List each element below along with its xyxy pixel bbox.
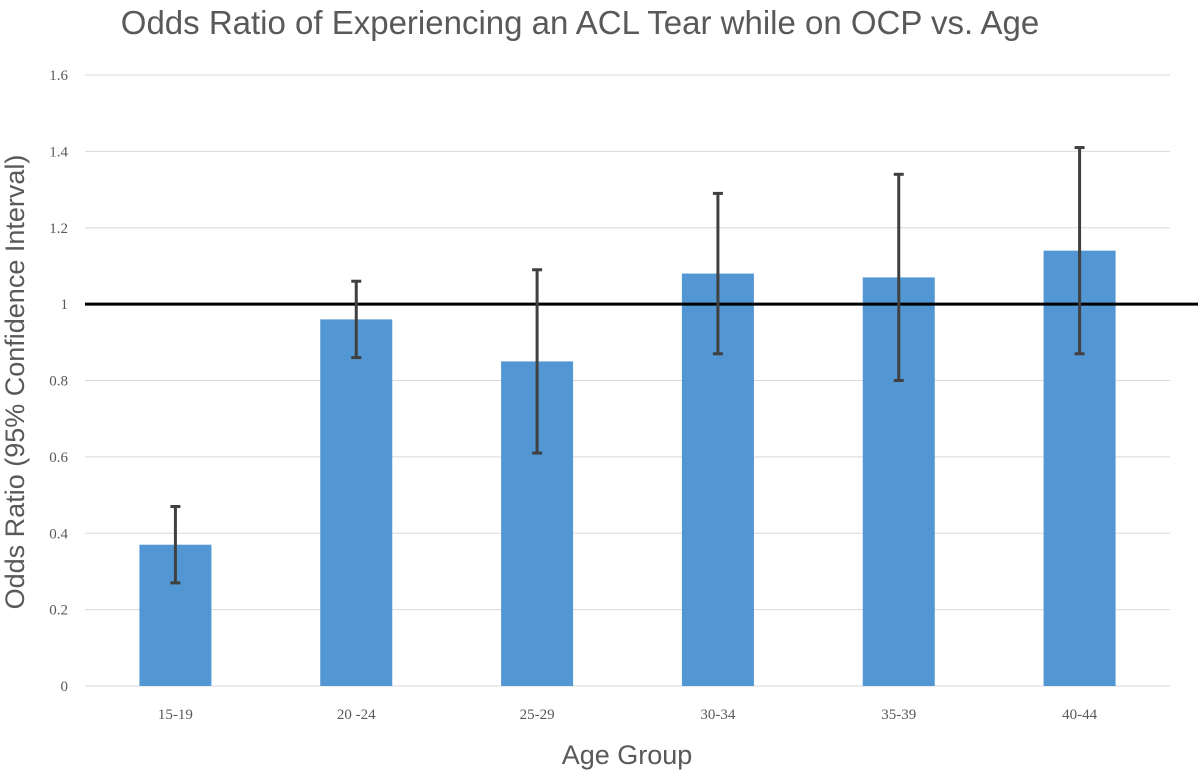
x-tick-label: 15-19 bbox=[158, 707, 193, 723]
x-axis-ticks: 15-19 20 -24 25-29 30-34 35-39 40-44 bbox=[158, 707, 1098, 723]
error-bar bbox=[170, 505, 181, 585]
y-tick-label: 0.4 bbox=[49, 526, 68, 542]
x-tick-label: 25-29 bbox=[520, 707, 555, 723]
error-bar bbox=[351, 279, 362, 360]
y-tick-label: 1.4 bbox=[49, 144, 68, 160]
y-axis-title: Odds Ratio (95% Confidence Interval) bbox=[0, 155, 30, 610]
y-tick-label: 0.2 bbox=[49, 603, 68, 619]
error-bar bbox=[712, 191, 723, 356]
error-bars bbox=[170, 146, 1085, 585]
y-tick-label: 1.6 bbox=[49, 68, 68, 84]
y-tick-label: 1 bbox=[61, 297, 69, 313]
error-bar bbox=[1074, 146, 1085, 356]
x-tick-label: 40-44 bbox=[1062, 707, 1097, 723]
x-axis-title: Age Group bbox=[562, 740, 693, 770]
chart-title: Odds Ratio of Experiencing an ACL Tear w… bbox=[121, 4, 1039, 41]
y-tick-label: 0.8 bbox=[49, 374, 68, 390]
x-tick-label: 20 -24 bbox=[337, 707, 376, 723]
error-bar bbox=[532, 268, 543, 455]
y-axis-ticks: 0 0.2 0.4 0.6 0.8 1 1.2 1.4 1.6 bbox=[49, 68, 68, 695]
gridlines bbox=[85, 74, 1170, 687]
bars bbox=[139, 250, 1116, 686]
y-tick-label: 1.2 bbox=[49, 221, 68, 237]
x-tick-label: 35-39 bbox=[881, 707, 916, 723]
y-tick-label: 0 bbox=[61, 679, 69, 695]
error-bar bbox=[893, 172, 904, 382]
y-tick-label: 0.6 bbox=[49, 450, 68, 466]
x-tick-label: 30-34 bbox=[700, 707, 735, 723]
bar-20-24 bbox=[320, 319, 393, 686]
